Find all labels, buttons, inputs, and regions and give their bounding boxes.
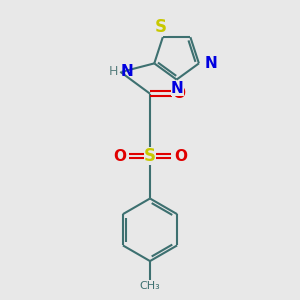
Text: CH₃: CH₃ <box>140 281 160 291</box>
Text: O: O <box>172 86 186 101</box>
Text: O: O <box>113 149 126 164</box>
Text: S: S <box>155 18 167 36</box>
Text: N: N <box>121 64 134 79</box>
Text: H: H <box>108 65 118 78</box>
Text: S: S <box>144 147 156 165</box>
Text: O: O <box>174 149 187 164</box>
Text: N: N <box>205 56 217 71</box>
Text: N: N <box>171 81 184 96</box>
